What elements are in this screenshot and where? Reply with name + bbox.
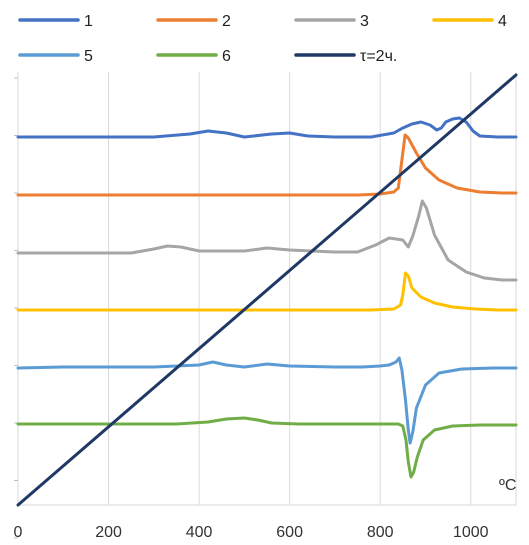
series-line-7	[16, 73, 518, 507]
legend-label-2: 2	[222, 13, 231, 30]
x-tick-label-600: 600	[276, 524, 303, 541]
x-axis: 0 200 400 600 800 1000	[14, 524, 489, 541]
legend-label-1: 1	[84, 13, 93, 30]
legend: 1 2 3 4 5 6 τ=2ч.	[18, 13, 507, 65]
plot-area	[16, 73, 518, 507]
x-tick-label-800: 800	[367, 524, 394, 541]
x-tick-label-0: 0	[14, 524, 23, 541]
series-line-5	[16, 356, 518, 445]
series-line-4	[16, 271, 518, 312]
legend-label-6: 6	[222, 48, 231, 65]
legend-label-5: 5	[84, 48, 93, 65]
series-line-3	[16, 199, 518, 282]
series-line-2	[16, 133, 518, 197]
x-tick-label-1000: 1000	[453, 524, 489, 541]
series-line-6	[16, 416, 518, 479]
legend-label-7: τ=2ч.	[360, 48, 397, 65]
x-axis-unit-label: ºC	[499, 477, 516, 494]
grid	[14, 72, 517, 539]
x-tick-label-200: 200	[95, 524, 122, 541]
series-line-1	[16, 116, 518, 139]
legend-label-3: 3	[360, 13, 369, 30]
x-tick-label-400: 400	[186, 524, 213, 541]
legend-label-4: 4	[498, 13, 507, 30]
